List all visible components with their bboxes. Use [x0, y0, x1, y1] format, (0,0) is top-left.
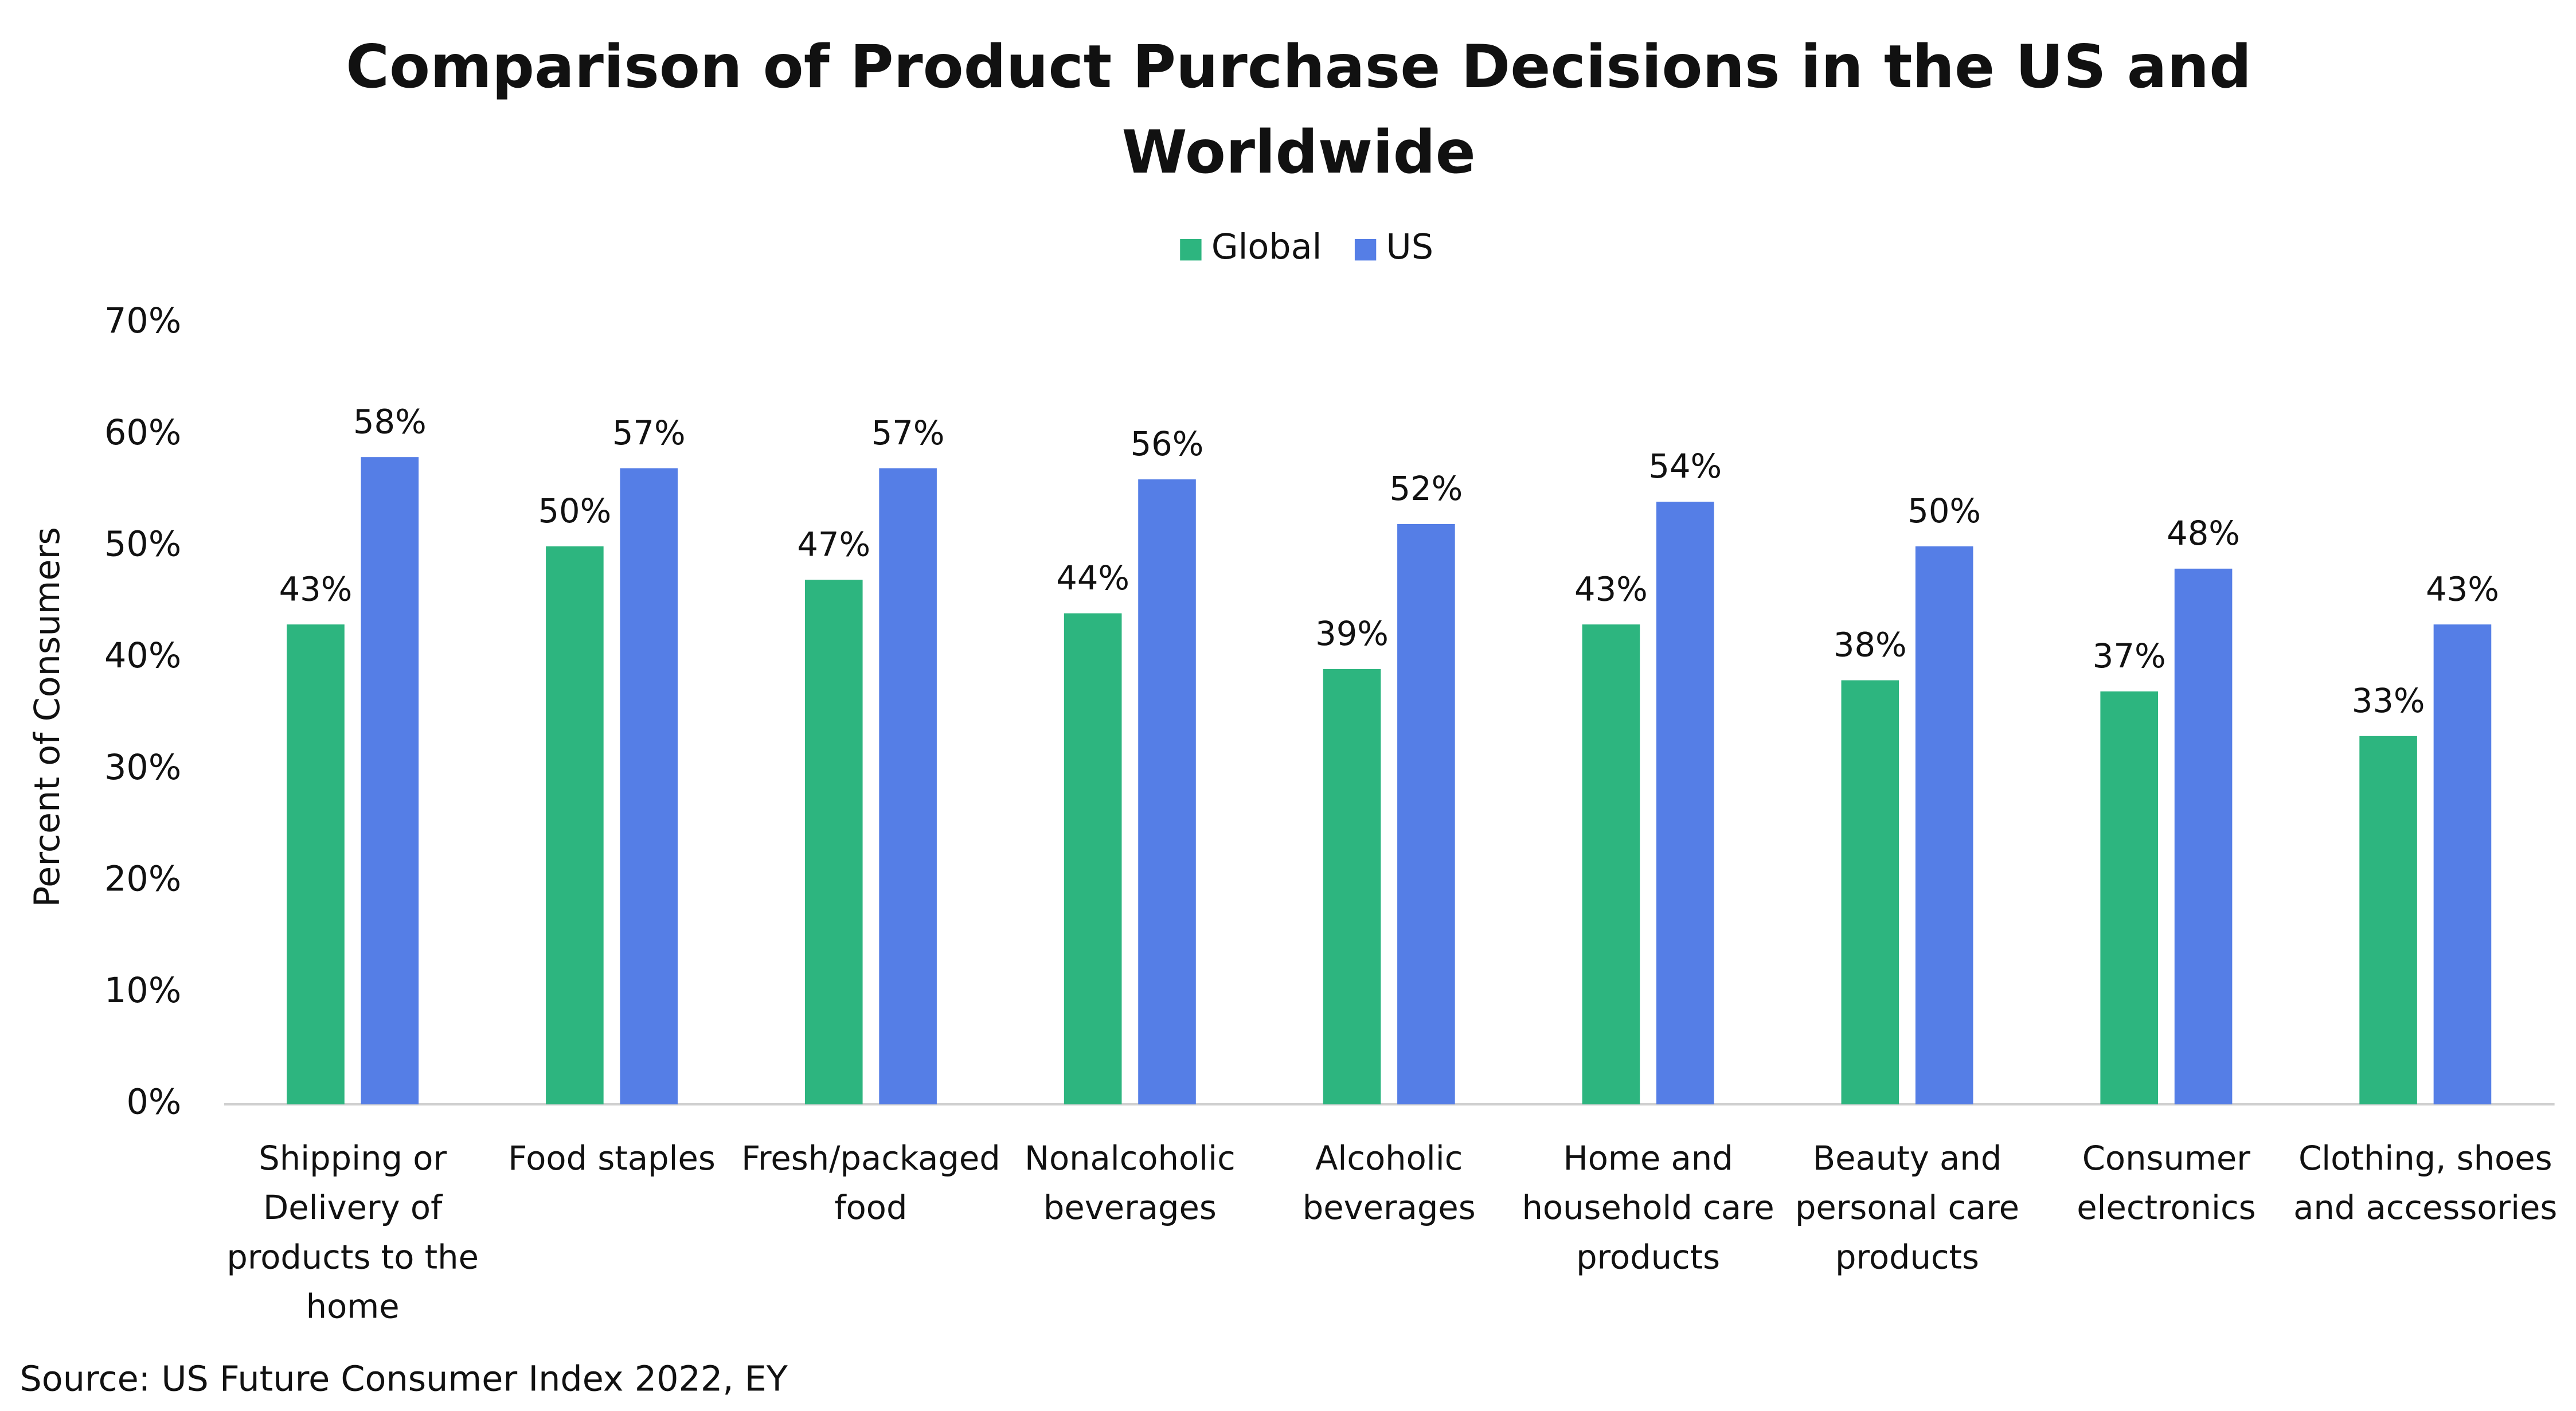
data-label: 43% [279, 570, 353, 608]
bar [879, 468, 937, 1105]
y-tick-label: 40% [104, 636, 181, 676]
x-tick-label: Nonalcoholic beverages [1025, 1139, 1236, 1227]
x-tick-label: Consumer electronics [2077, 1139, 2256, 1227]
data-label: 44% [1056, 559, 1129, 597]
data-label: 47% [797, 525, 870, 564]
data-label: 43% [1574, 570, 1648, 608]
y-tick-label: 0% [126, 1082, 181, 1123]
legend-swatch [1180, 239, 1202, 261]
bar [287, 624, 345, 1105]
legend-swatch [1354, 239, 1377, 261]
x-tick-label: Clothing, shoes and accessories [2293, 1139, 2557, 1227]
bar [1915, 546, 1973, 1105]
y-tick-label: 20% [104, 859, 181, 899]
y-tick-label: 30% [104, 748, 181, 788]
x-tick-label: Home and household care products [1522, 1139, 1774, 1276]
data-label: 56% [1131, 425, 1204, 463]
data-label: 57% [871, 414, 945, 452]
data-label: 58% [353, 402, 427, 441]
data-label: 33% [2352, 682, 2425, 720]
data-label: 37% [2093, 637, 2166, 675]
y-tick-label: 10% [104, 971, 181, 1011]
bar [1656, 502, 1714, 1105]
bar [1841, 680, 1899, 1105]
y-tick-label: 60% [104, 413, 181, 453]
bar [1064, 613, 1122, 1105]
bar [1582, 624, 1640, 1105]
y-tick-label: 70% [104, 301, 181, 341]
x-tick-label: Food staples [508, 1139, 716, 1178]
bar [620, 468, 678, 1105]
x-tick-label: Beauty and personal care products [1795, 1139, 2019, 1276]
data-label: 43% [2426, 570, 2499, 608]
chart-title: Comparison of Product Purchase Decisions… [346, 33, 2251, 187]
bar [1323, 669, 1381, 1105]
bar [804, 580, 863, 1105]
bar [1138, 479, 1196, 1105]
data-label: 50% [1907, 492, 1981, 530]
source-note: Source: US Future Consumer Index 2022, E… [19, 1359, 787, 1400]
bar [2174, 568, 2233, 1105]
data-label: 50% [538, 492, 611, 530]
legend-label: US [1386, 227, 1434, 267]
data-label: 52% [1390, 470, 1463, 508]
data-label: 38% [1834, 626, 1907, 665]
bar [2359, 736, 2417, 1105]
data-label: 39% [1315, 615, 1389, 653]
data-label: 48% [2167, 514, 2240, 553]
x-tick-label: Fresh/packaged food [741, 1139, 1000, 1227]
x-tick-label: Shipping or Delivery of products to the hom… [226, 1139, 479, 1326]
bar [361, 457, 419, 1105]
bar [546, 546, 604, 1105]
legend-label: Global [1211, 227, 1322, 267]
x-tick-label: Alcoholic beverages [1303, 1139, 1476, 1227]
bar [2100, 691, 2159, 1105]
bar [1397, 523, 1455, 1105]
data-label: 54% [1648, 447, 1722, 486]
bar [2433, 624, 2492, 1105]
y-tick-label: 50% [104, 524, 181, 564]
data-label: 57% [612, 414, 686, 452]
y-axis-title: Percent of Consumers [28, 527, 68, 907]
